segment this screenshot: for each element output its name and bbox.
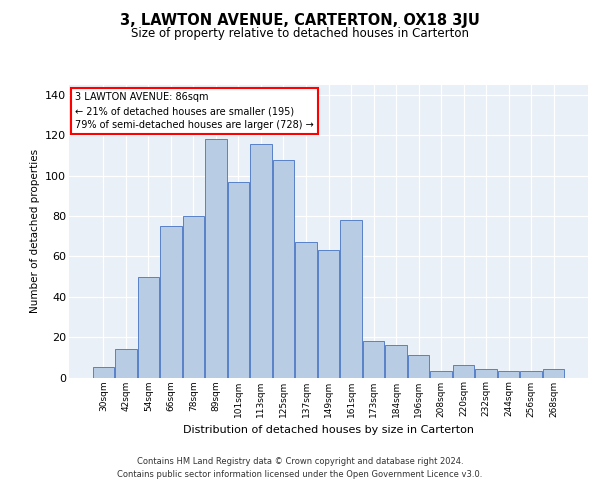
Text: Contains public sector information licensed under the Open Government Licence v3: Contains public sector information licen… [118,470,482,479]
Bar [475,370,497,378]
Text: Contains HM Land Registry data © Crown copyright and database right 2024.: Contains HM Land Registry data © Crown c… [137,458,463,466]
Bar [520,372,542,378]
Text: 3 LAWTON AVENUE: 86sqm
← 21% of detached houses are smaller (195)
79% of semi-de: 3 LAWTON AVENUE: 86sqm ← 21% of detached… [75,92,314,130]
Bar [453,366,475,378]
Bar [137,276,159,378]
Bar [408,356,429,378]
Text: Size of property relative to detached houses in Carterton: Size of property relative to detached ho… [131,28,469,40]
Bar [160,226,182,378]
Bar [543,370,565,378]
Bar [273,160,294,378]
Bar [295,242,317,378]
Bar [92,368,114,378]
Bar [340,220,362,378]
Bar [250,144,272,378]
Bar [182,216,204,378]
Text: 3, LAWTON AVENUE, CARTERTON, OX18 3JU: 3, LAWTON AVENUE, CARTERTON, OX18 3JU [120,12,480,28]
Bar [318,250,339,378]
Bar [498,372,520,378]
Y-axis label: Number of detached properties: Number of detached properties [29,149,40,314]
Bar [430,372,452,378]
X-axis label: Distribution of detached houses by size in Carterton: Distribution of detached houses by size … [183,425,474,435]
Bar [363,341,384,378]
Bar [205,140,227,378]
Bar [385,345,407,378]
Bar [228,182,249,378]
Bar [115,350,137,378]
